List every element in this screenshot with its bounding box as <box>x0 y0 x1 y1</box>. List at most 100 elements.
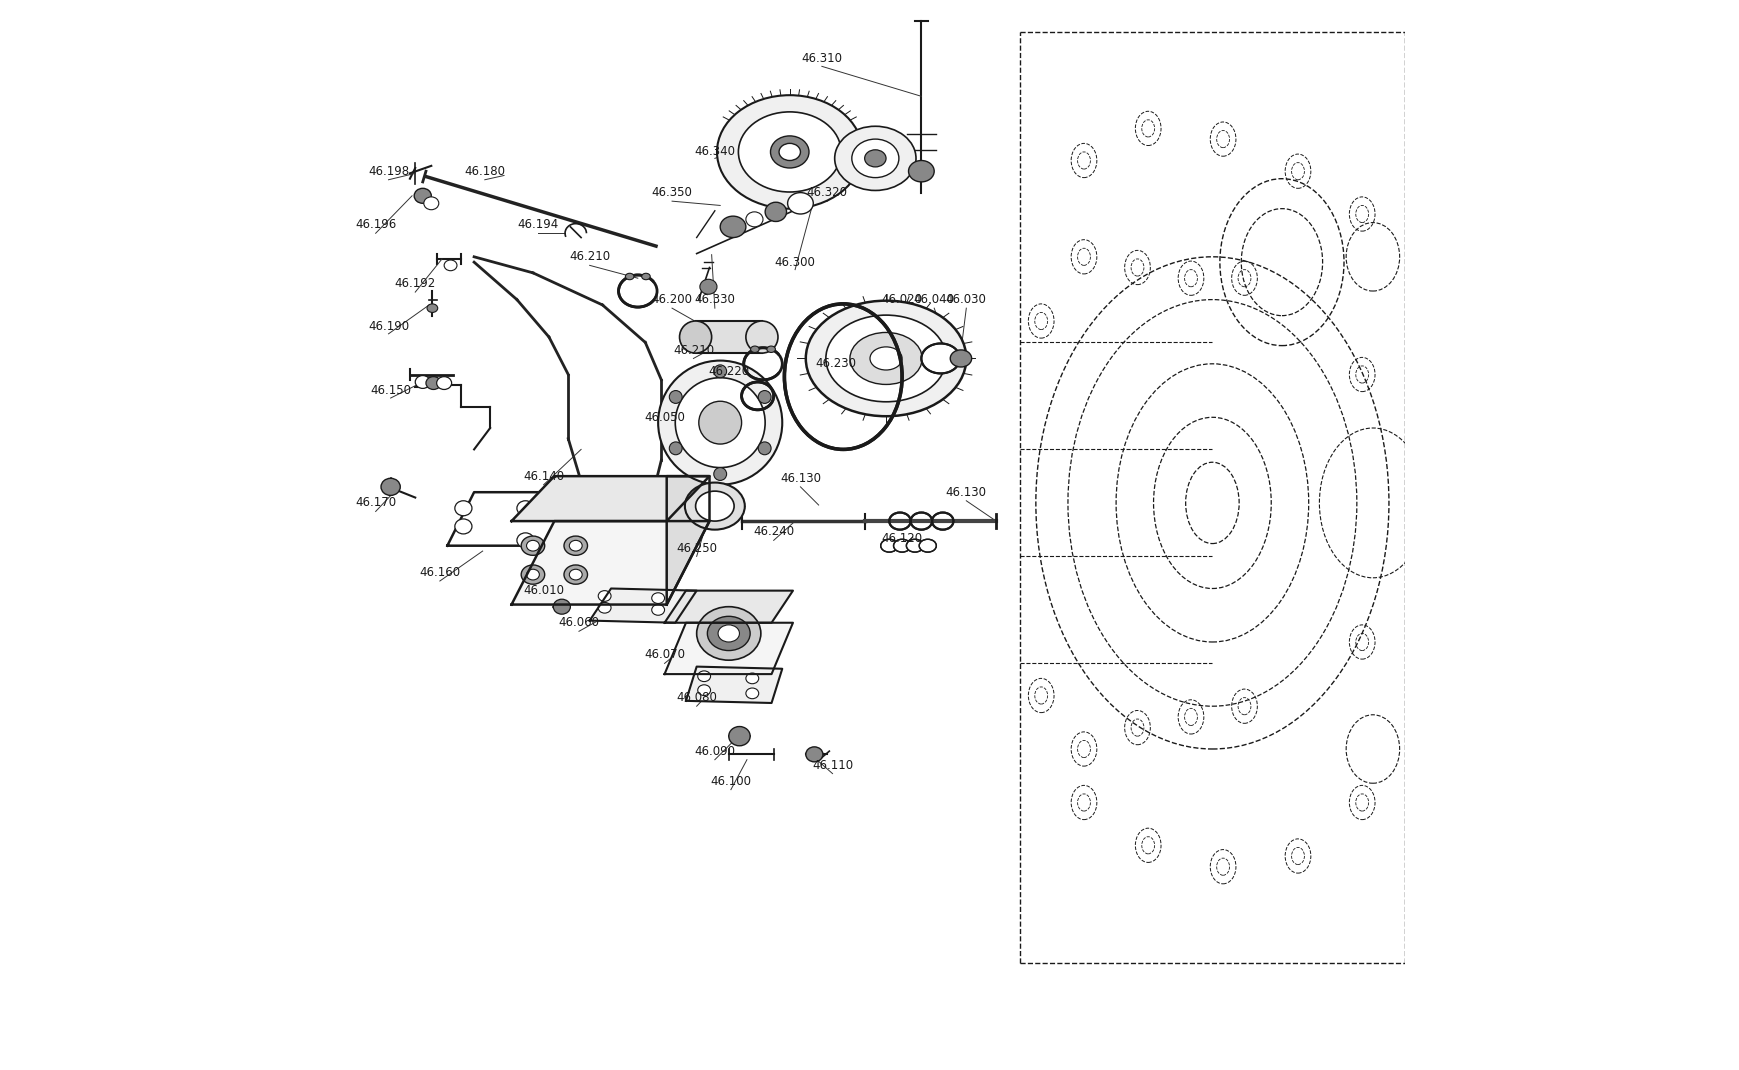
Text: 46.250: 46.250 <box>676 542 716 555</box>
Ellipse shape <box>805 301 965 416</box>
Ellipse shape <box>708 616 750 651</box>
Ellipse shape <box>624 273 633 279</box>
Text: 46.320: 46.320 <box>807 186 847 199</box>
Ellipse shape <box>758 391 770 403</box>
Text: 46.110: 46.110 <box>812 759 852 771</box>
Ellipse shape <box>516 501 534 516</box>
Ellipse shape <box>522 565 544 584</box>
Ellipse shape <box>436 377 452 389</box>
Ellipse shape <box>805 747 823 762</box>
Text: 46.020: 46.020 <box>882 293 922 306</box>
Text: 46.350: 46.350 <box>650 186 692 199</box>
Ellipse shape <box>516 533 534 548</box>
Text: 46.090: 46.090 <box>694 745 736 758</box>
Ellipse shape <box>750 346 758 352</box>
Text: 46.050: 46.050 <box>643 411 685 424</box>
Ellipse shape <box>713 365 727 378</box>
Ellipse shape <box>426 377 440 389</box>
Text: 46.170: 46.170 <box>355 496 396 509</box>
Ellipse shape <box>426 304 438 312</box>
Text: 46.010: 46.010 <box>523 584 563 597</box>
Ellipse shape <box>767 346 776 352</box>
Ellipse shape <box>454 501 471 516</box>
Ellipse shape <box>696 491 734 521</box>
Ellipse shape <box>563 565 588 584</box>
Ellipse shape <box>642 273 650 279</box>
Text: 46.230: 46.230 <box>816 357 856 370</box>
Ellipse shape <box>569 569 583 580</box>
Ellipse shape <box>416 376 430 388</box>
Ellipse shape <box>894 539 909 552</box>
Polygon shape <box>666 476 710 605</box>
Ellipse shape <box>922 343 960 373</box>
Ellipse shape <box>454 519 471 534</box>
Ellipse shape <box>826 316 946 402</box>
Bar <box>696 321 762 353</box>
Ellipse shape <box>605 519 631 540</box>
Text: 46.210: 46.210 <box>569 250 610 263</box>
Ellipse shape <box>699 401 741 444</box>
Text: 46.190: 46.190 <box>367 320 409 333</box>
Text: 46.120: 46.120 <box>882 532 922 545</box>
Ellipse shape <box>870 347 901 370</box>
Ellipse shape <box>864 150 885 167</box>
Ellipse shape <box>527 540 539 551</box>
Ellipse shape <box>670 391 682 403</box>
Ellipse shape <box>443 260 457 271</box>
Ellipse shape <box>906 539 923 552</box>
Ellipse shape <box>746 212 763 227</box>
Polygon shape <box>511 521 710 605</box>
Ellipse shape <box>746 321 777 353</box>
Ellipse shape <box>598 602 610 613</box>
Ellipse shape <box>729 727 750 746</box>
Ellipse shape <box>652 605 664 615</box>
Text: 46.060: 46.060 <box>558 616 600 629</box>
Ellipse shape <box>381 478 400 495</box>
Polygon shape <box>685 667 783 703</box>
Polygon shape <box>511 476 710 521</box>
Ellipse shape <box>697 685 710 696</box>
Text: 46.070: 46.070 <box>643 648 685 661</box>
Ellipse shape <box>713 468 727 480</box>
Polygon shape <box>664 623 793 674</box>
Polygon shape <box>590 588 696 623</box>
Text: 46.240: 46.240 <box>753 525 793 538</box>
Ellipse shape <box>746 673 758 684</box>
Ellipse shape <box>699 279 716 294</box>
Text: 46.130: 46.130 <box>946 486 986 499</box>
Ellipse shape <box>675 378 765 468</box>
Text: 46.080: 46.080 <box>676 691 716 704</box>
Ellipse shape <box>716 95 863 209</box>
Ellipse shape <box>779 143 800 160</box>
Ellipse shape <box>918 539 936 552</box>
Ellipse shape <box>770 136 809 168</box>
Text: 46.330: 46.330 <box>694 293 736 306</box>
Text: 46.040: 46.040 <box>913 293 955 306</box>
Ellipse shape <box>685 483 744 530</box>
Text: 46.100: 46.100 <box>710 775 751 788</box>
Ellipse shape <box>652 593 664 603</box>
Ellipse shape <box>849 333 922 384</box>
Text: 46.200: 46.200 <box>650 293 692 306</box>
Text: 46.130: 46.130 <box>779 472 821 485</box>
Ellipse shape <box>680 321 711 353</box>
Ellipse shape <box>569 540 583 551</box>
Ellipse shape <box>563 536 588 555</box>
Ellipse shape <box>835 126 915 190</box>
Ellipse shape <box>670 442 682 455</box>
Text: 46.180: 46.180 <box>464 165 504 178</box>
Polygon shape <box>664 591 793 623</box>
Ellipse shape <box>720 216 746 238</box>
Ellipse shape <box>788 193 812 214</box>
Ellipse shape <box>527 569 539 580</box>
Text: 46.140: 46.140 <box>523 470 563 483</box>
Text: 46.210: 46.210 <box>673 345 713 357</box>
Text: 46.150: 46.150 <box>370 384 410 397</box>
Text: 46.196: 46.196 <box>355 218 396 231</box>
Ellipse shape <box>880 539 897 552</box>
Ellipse shape <box>908 160 934 182</box>
Ellipse shape <box>949 350 970 367</box>
Ellipse shape <box>697 671 710 682</box>
Text: 46.198: 46.198 <box>367 165 409 178</box>
Text: 46.300: 46.300 <box>774 256 816 269</box>
